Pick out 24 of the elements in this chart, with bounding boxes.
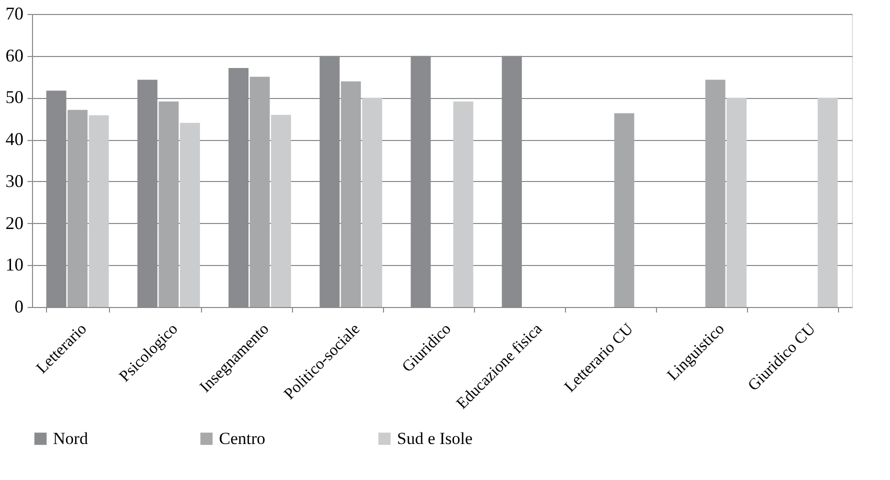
bar	[340, 81, 361, 307]
bar	[158, 101, 179, 307]
bar	[726, 98, 747, 307]
legend-label: Nord	[53, 428, 88, 448]
y-tick-label: 10	[6, 254, 24, 275]
bar	[250, 76, 270, 307]
bar	[818, 98, 838, 307]
bar	[88, 115, 109, 307]
bar	[705, 80, 726, 307]
legend-label: Sud e Isole	[397, 428, 473, 448]
y-tick-label: 40	[6, 129, 24, 150]
bar	[180, 122, 200, 307]
y-tick-label: 70	[6, 4, 24, 24]
y-tick-label: 50	[6, 87, 24, 108]
bar	[271, 114, 292, 307]
legend-label: Centro	[219, 428, 266, 448]
bar	[453, 101, 474, 307]
y-tick-label: 0	[14, 296, 24, 316]
bar	[614, 113, 634, 307]
bar	[362, 98, 382, 307]
bar	[68, 110, 88, 307]
y-tick-label: 30	[6, 170, 24, 191]
y-tick-label: 20	[6, 212, 24, 233]
y-tick-label: 60	[6, 45, 24, 66]
